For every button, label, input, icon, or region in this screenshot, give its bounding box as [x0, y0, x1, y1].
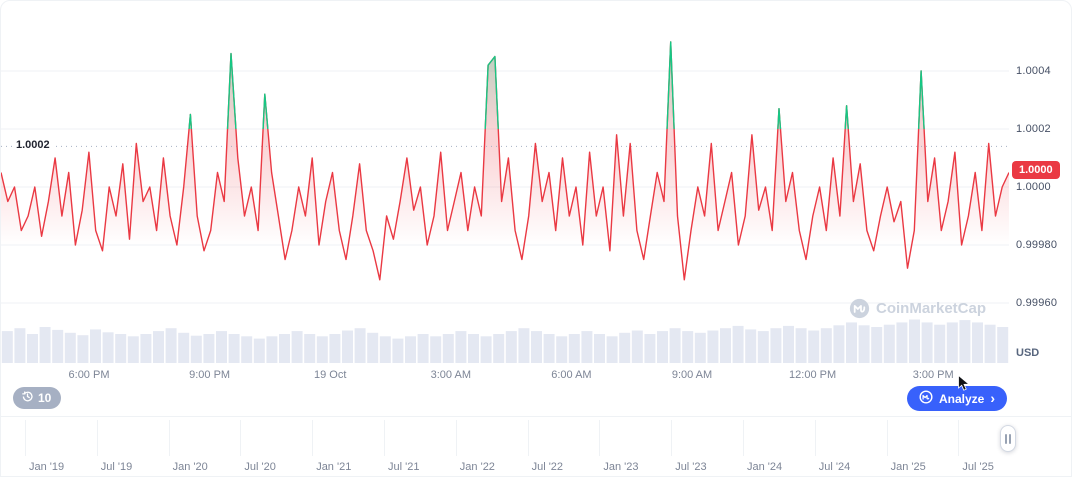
timeline-label: Jul '19 — [100, 461, 133, 473]
currency-unit-label: USD — [1016, 347, 1040, 359]
chevron-right-icon: › — [990, 390, 995, 406]
chart-toolbar: 10 Analyze › — [1, 383, 1071, 416]
y-axis-tick-label: 1.0002 — [1016, 123, 1051, 135]
timeline-drag-handle[interactable] — [1000, 425, 1016, 452]
analyze-button[interactable]: Analyze › — [906, 386, 1007, 411]
timeline-label: Jul '24 — [818, 461, 851, 473]
timeline-tick — [886, 420, 888, 456]
timeline-tick — [312, 420, 314, 456]
coinmarketcap-watermark: CoinMarketCap — [849, 298, 986, 319]
x-axis-tick-label: 12:00 PM — [789, 369, 837, 381]
timeline-tick — [671, 420, 673, 456]
timeline-label: Jan '20 — [172, 461, 208, 473]
x-axis-tick-label: 19 Oct — [313, 369, 347, 381]
handle-grip-bar — [1009, 433, 1011, 444]
timeline-label: Jan '24 — [747, 461, 783, 473]
timeline-tick — [25, 420, 26, 456]
timeline-tick — [814, 420, 816, 456]
watermark-text: CoinMarketCap — [876, 300, 987, 317]
chart-area: 1.0002 CoinMarketCap 1.0000 USD 1.0004 1.… — [1, 1, 1071, 383]
current-price-badge: 1.0000 — [1012, 160, 1060, 179]
timeline-label: Jul '22 — [531, 461, 564, 473]
analyze-logo-icon — [919, 390, 933, 407]
history-count-badge[interactable]: 10 — [13, 387, 62, 409]
x-axis-tick-label: 6:00 AM — [551, 369, 592, 381]
timeline-tick — [168, 420, 170, 456]
y-axis-tick-label: 1.0004 — [1016, 65, 1051, 77]
timeline-tick — [743, 420, 744, 456]
y-axis: 1.0000 USD 1.0004 1.0002 1.0000 0.99980 0.99… — [1009, 1, 1071, 383]
timeline-tick — [96, 420, 98, 456]
timeline-label: Jul '20 — [244, 461, 276, 473]
timeline-tick — [455, 420, 457, 456]
timeline-label: Jan '21 — [316, 461, 352, 473]
timeline-tick — [599, 420, 601, 456]
x-axis: 6:00 PM 9:00 PM 19 Oct 3:00 AM 6:00 AM 9:00 A… — [1, 367, 1009, 383]
timeline-label: Jan '25 — [890, 461, 926, 473]
history-count: 10 — [38, 391, 52, 405]
x-axis-tick-label: 3:00 PM — [912, 369, 954, 381]
timeline-label: Jul '23 — [675, 461, 707, 473]
timeline-tick — [958, 420, 960, 456]
timeline-label: Jan '19 — [29, 461, 65, 473]
analyze-label: Analyze — [938, 391, 985, 406]
timeline-track[interactable]: Jan '19 Jul '19 Jan '20 Jul '20 Jan '21 Jul '… — [1, 416, 1071, 476]
timeline-tick — [240, 420, 242, 456]
history-clock-icon — [21, 390, 34, 406]
price-chart-canvas[interactable] — [1, 1, 1009, 367]
reference-price-label: 1.0002 — [13, 139, 53, 152]
timeline-label: Jan '23 — [603, 461, 639, 473]
y-axis-tick-label: 0.99960 — [1016, 297, 1058, 309]
timeline-label: Jul '25 — [962, 461, 994, 473]
timeline-label: Jan '22 — [459, 461, 495, 473]
x-axis-tick-label: 9:00 PM — [189, 369, 231, 381]
y-axis-tick-label: 0.99980 — [1016, 239, 1058, 251]
handle-grip-bar — [1005, 433, 1007, 444]
timeline-tick — [384, 420, 385, 456]
x-axis-tick-label: 3:00 AM — [430, 369, 471, 381]
coinmarketcap-logo-icon — [849, 298, 870, 319]
x-axis-tick-label: 6:00 PM — [68, 369, 110, 381]
y-axis-tick-label: 1.0000 — [1016, 181, 1051, 193]
x-axis-tick-label: 9:00 AM — [671, 369, 713, 381]
timeline-label: Jul '21 — [388, 461, 420, 473]
timeline-tick — [527, 420, 529, 456]
